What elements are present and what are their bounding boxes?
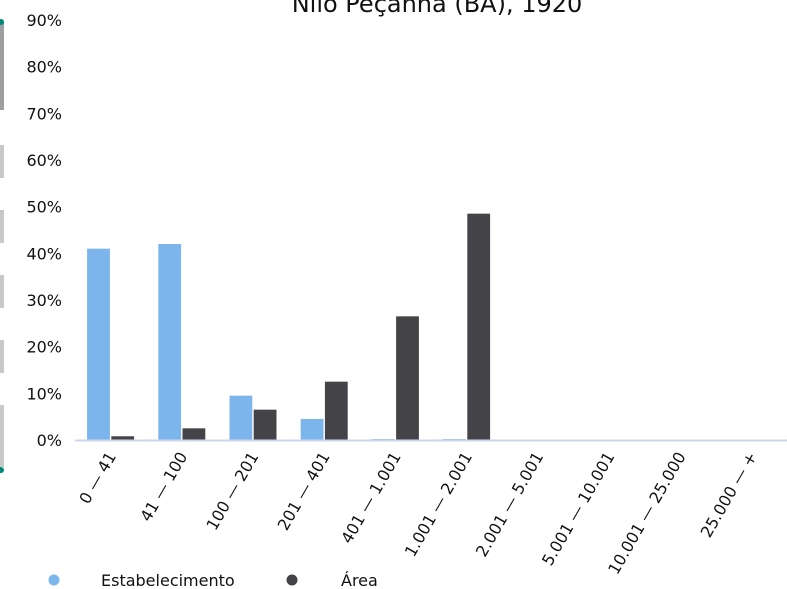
bar-series [87, 213, 491, 440]
x-tick-label: 2.001 — 5.001 [472, 449, 547, 561]
legend-label: Área [341, 571, 378, 589]
bar[interactable] [87, 248, 110, 440]
x-tick-label: 10.001 — 25.000 [604, 449, 690, 578]
y-tick-label: 30% [26, 291, 62, 310]
legend[interactable]: Estabelecimento Área [48, 571, 378, 589]
x-tick-label: 100 — 201 [202, 449, 262, 534]
bar[interactable] [229, 395, 253, 440]
y-tick-label: 0% [37, 431, 62, 450]
y-tick-label: 50% [26, 198, 62, 217]
bar[interactable] [111, 436, 135, 440]
x-tick-label: 41 — 100 [136, 449, 191, 525]
x-axis-ticks: 0 — 41 41 — 100 100 — 201 201 — 401 401 — 1.… [75, 448, 761, 577]
y-tick-label: 20% [26, 338, 62, 357]
legend-marker [286, 574, 298, 586]
bar[interactable] [467, 213, 491, 440]
y-tick-label: 90% [26, 11, 62, 30]
bar[interactable] [253, 409, 277, 440]
bar[interactable] [324, 381, 348, 440]
y-tick-label: 80% [26, 58, 62, 77]
legend-label: Estabelecimento [101, 571, 235, 589]
legend-item[interactable]: Área [286, 571, 378, 589]
x-tick-label: 201 — 401 [274, 449, 334, 534]
y-axis-ticks: 0% 10% 20% 30% 40% 50% 60% 70% 80% 90% [26, 11, 62, 450]
y-tick-label: 40% [26, 244, 62, 263]
chart-title: Nilo Peçanha (BA), 1920 [292, 0, 583, 18]
bar[interactable] [300, 419, 324, 440]
bar[interactable] [396, 316, 419, 440]
legend-item[interactable]: Estabelecimento [48, 571, 235, 589]
legend-marker [48, 574, 60, 586]
bar[interactable] [158, 244, 182, 440]
y-tick-label: 10% [26, 384, 62, 403]
x-tick-label: 5.001 — 10.001 [538, 449, 618, 569]
y-tick-label: 70% [26, 104, 62, 123]
x-tick-label: 25.000 — + [697, 449, 761, 541]
y-tick-label: 60% [26, 151, 62, 170]
x-tick-label: 1.001 — 2.001 [401, 448, 476, 560]
left-edge-decoration [0, 19, 4, 473]
x-tick-label: 0 — 41 [75, 449, 120, 508]
bar[interactable] [182, 428, 206, 440]
x-tick-label: 401 — 1.001 [337, 449, 405, 547]
